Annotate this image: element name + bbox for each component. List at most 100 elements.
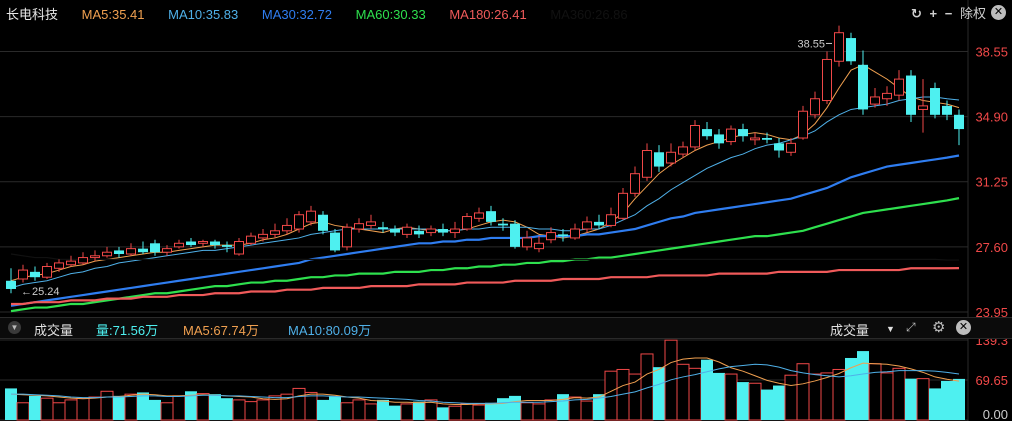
volume-bar-39 bbox=[472, 404, 486, 421]
price-tick-label-2: 31.25 bbox=[975, 175, 1008, 190]
candle-body bbox=[738, 129, 748, 137]
candle-body bbox=[282, 224, 292, 232]
volume-bar-18 bbox=[221, 398, 233, 420]
candle-body bbox=[474, 212, 484, 219]
volume-bar-8 bbox=[100, 390, 114, 421]
volume-ma5-line bbox=[10, 357, 960, 405]
candle-59 bbox=[714, 129, 724, 149]
candle-body bbox=[210, 241, 220, 246]
candle-34 bbox=[414, 225, 424, 238]
candle-55 bbox=[666, 143, 676, 167]
candle-body bbox=[402, 226, 412, 235]
candle-body bbox=[882, 92, 892, 100]
chevron-down-icon[interactable]: ▼ bbox=[8, 321, 21, 334]
legend-ma180: MA180:26.41 bbox=[449, 7, 527, 22]
volume-bar-76 bbox=[916, 378, 930, 421]
volume-bar-28 bbox=[340, 402, 354, 421]
ma-line-ma180 bbox=[11, 266, 960, 306]
candle-7 bbox=[90, 250, 100, 262]
candle-body bbox=[510, 223, 520, 247]
volume-bar-46 bbox=[557, 394, 569, 420]
adjust-button[interactable]: 除权 bbox=[959, 6, 986, 21]
candle-0 bbox=[6, 268, 16, 294]
volume-bars bbox=[5, 339, 965, 421]
candle-body bbox=[858, 64, 868, 110]
volume-bar-12 bbox=[149, 399, 161, 420]
candle-11 bbox=[138, 241, 148, 254]
refresh-icon[interactable]: ↻ bbox=[911, 6, 922, 21]
minus-icon[interactable]: − bbox=[944, 6, 953, 21]
volume-bar-27 bbox=[329, 395, 341, 420]
candle-body bbox=[558, 234, 568, 237]
volume-tick-label-1: 69.65 bbox=[975, 373, 1008, 388]
volume-bar-61 bbox=[737, 382, 749, 420]
volume-bar-7 bbox=[88, 396, 102, 421]
candle-43 bbox=[522, 230, 532, 251]
candle-79 bbox=[954, 109, 964, 146]
candle-74 bbox=[894, 70, 904, 101]
candle-52 bbox=[630, 166, 640, 197]
candle-body bbox=[810, 98, 820, 116]
candle-body bbox=[102, 251, 112, 257]
close-icon[interactable]: ✕ bbox=[991, 5, 1006, 20]
volume-bar-54 bbox=[653, 367, 665, 420]
indicator-selector[interactable]: 成交量 bbox=[830, 323, 870, 338]
candle-body bbox=[234, 241, 244, 255]
volume-bar-58 bbox=[701, 359, 713, 420]
gear-icon[interactable]: ⚙ bbox=[932, 319, 946, 336]
volume-bar-1 bbox=[16, 402, 30, 421]
candle-body bbox=[150, 243, 160, 253]
candle-body bbox=[318, 214, 328, 231]
volume-bar-63 bbox=[761, 389, 773, 420]
volume-bar-79 bbox=[953, 378, 965, 420]
chart-toolbar: ↻ + − 除权 bbox=[907, 3, 986, 22]
candle-44 bbox=[534, 236, 544, 253]
candle-body bbox=[378, 227, 388, 230]
candle-body bbox=[354, 223, 364, 230]
candle-17 bbox=[210, 239, 220, 249]
candle-1 bbox=[18, 264, 28, 283]
candle-body bbox=[630, 173, 640, 194]
candle-body bbox=[846, 38, 856, 62]
candle-body bbox=[918, 105, 928, 110]
volume-tick-label-2: 0.00 bbox=[983, 407, 1008, 421]
volume-bar-49 bbox=[593, 394, 605, 420]
candle-body bbox=[174, 242, 184, 248]
candle-58 bbox=[702, 121, 712, 140]
candle-20 bbox=[246, 232, 256, 246]
plus-icon[interactable]: + bbox=[929, 6, 938, 21]
volume-bar-9 bbox=[113, 395, 125, 420]
candle-60 bbox=[726, 125, 736, 146]
candle-26 bbox=[318, 211, 328, 235]
candle-39 bbox=[474, 207, 484, 222]
candle-40 bbox=[486, 205, 496, 226]
candle-15 bbox=[186, 237, 196, 247]
candle-body bbox=[294, 214, 304, 230]
expand-icon[interactable]: ⤢ bbox=[906, 320, 916, 334]
candle-13 bbox=[162, 245, 172, 256]
candle-2 bbox=[30, 266, 40, 281]
close-icon[interactable]: ✕ bbox=[956, 320, 971, 335]
candle-12 bbox=[150, 239, 160, 256]
candle-body bbox=[90, 255, 100, 259]
candle-62 bbox=[750, 132, 760, 146]
legend-ma360: MA360:26.86 bbox=[550, 7, 628, 22]
candle-78 bbox=[942, 100, 952, 121]
price-grid bbox=[0, 0, 969, 421]
candle-body bbox=[798, 110, 808, 139]
candle-50 bbox=[606, 207, 616, 228]
candle-27 bbox=[330, 229, 340, 253]
volume-bar-37 bbox=[448, 405, 462, 421]
volume-bar-4 bbox=[52, 402, 66, 421]
volume-bar-34 bbox=[413, 401, 425, 420]
candle-body bbox=[138, 248, 148, 253]
candle-body bbox=[714, 134, 724, 144]
selector-dropdown-icon[interactable]: ▼ bbox=[886, 324, 895, 334]
candle-47 bbox=[570, 223, 580, 240]
volume-bar-40 bbox=[485, 402, 497, 420]
volume-bar-64 bbox=[773, 385, 785, 420]
volume-bar-26 bbox=[317, 399, 329, 420]
candle-36 bbox=[438, 223, 448, 237]
volume-bar-65 bbox=[784, 374, 798, 421]
